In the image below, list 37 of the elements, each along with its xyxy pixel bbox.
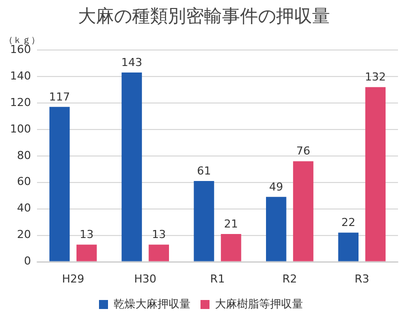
legend-label: 大麻樹脂等押収量 xyxy=(215,297,303,310)
bar xyxy=(148,244,169,262)
y-tick-label: 100 xyxy=(10,122,31,136)
data-label: 49 xyxy=(269,180,284,194)
bar xyxy=(122,72,142,262)
y-axis-title: （ｋｇ） xyxy=(4,36,40,46)
data-label: 76 xyxy=(296,144,310,158)
bar xyxy=(49,106,70,262)
x-tick-label: R1 xyxy=(210,272,225,286)
data-label: 117 xyxy=(49,90,70,104)
data-label: 21 xyxy=(224,217,238,230)
bar xyxy=(266,196,286,262)
legend-label: 乾燥大麻押収量 xyxy=(114,297,190,310)
data-label: 22 xyxy=(341,216,356,230)
y-tick-label: 140 xyxy=(10,69,31,82)
bar xyxy=(293,161,314,262)
data-label: 13 xyxy=(152,228,166,241)
y-tick-label: 0 xyxy=(24,254,31,268)
bar xyxy=(220,234,242,262)
data-label: 132 xyxy=(364,70,386,84)
x-tick-label: R3 xyxy=(354,272,370,286)
bar xyxy=(365,87,386,262)
bar xyxy=(194,181,214,262)
y-tick-label: 40 xyxy=(16,202,31,215)
chart-title: 大麻の種類別密輸事件の押収量 xyxy=(77,5,331,29)
bar xyxy=(76,244,97,262)
bar xyxy=(338,232,359,262)
y-tick-label: 20 xyxy=(16,228,31,242)
data-label: 61 xyxy=(196,164,211,178)
x-tick-label: H30 xyxy=(134,272,156,286)
y-tick-label: 60 xyxy=(16,175,31,188)
data-label: 13 xyxy=(80,228,94,241)
x-tick-label: R2 xyxy=(282,272,298,286)
x-tick-label: H29 xyxy=(62,272,84,286)
data-label: 143 xyxy=(121,56,142,69)
y-tick-label: 120 xyxy=(10,96,31,109)
y-tick-label: 80 xyxy=(16,148,31,162)
